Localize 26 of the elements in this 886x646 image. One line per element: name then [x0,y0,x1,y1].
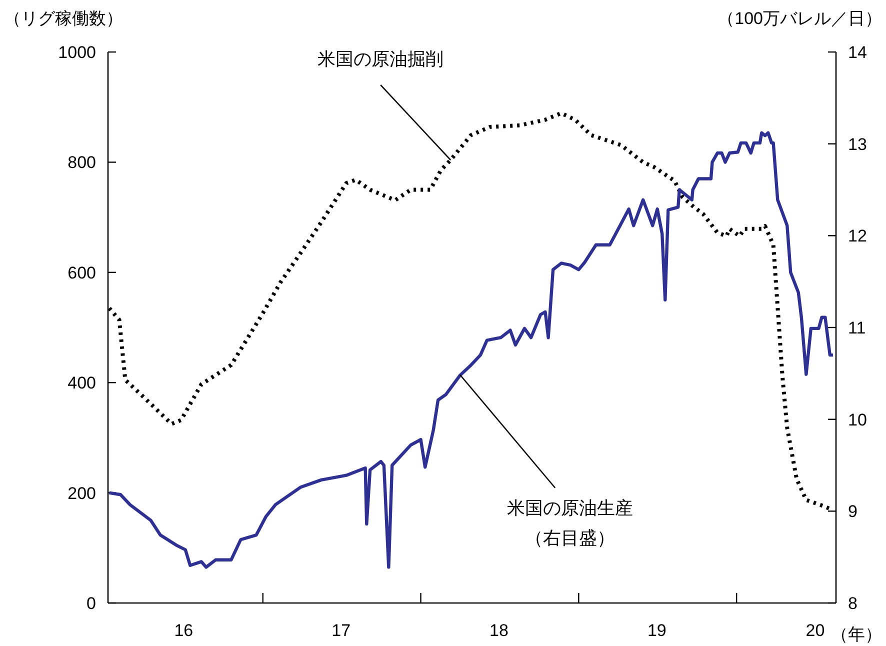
y2-tick-label: 14 [848,43,867,62]
y-tick-label: 200 [68,484,96,503]
y2-tick-label: 12 [848,226,867,246]
x-tick-label: 17 [332,621,351,640]
y2-axis-title: （100万バレル／日） [718,9,882,28]
x-tick-label: 16 [174,621,194,640]
y2-tick-label: 13 [848,134,867,154]
annotation: 米国の原油掘削 [318,49,452,160]
x-tick-label: 20 [806,621,825,640]
x-tick-label: 19 [647,621,666,640]
y-tick-label: 1000 [58,43,96,62]
x-axis-title: （年） [831,625,882,644]
annotation: 米国の原油掘削 [318,48,444,69]
annotation: 米国の原油生産 [460,374,634,518]
y2-tick-label: 10 [848,410,867,430]
x-tick-label: 18 [490,621,508,640]
y-tick-label: 0 [86,594,96,613]
y-tick-label: 600 [68,263,96,282]
y2-tick-label: 9 [848,502,858,522]
annotation: （右目盛） [525,528,616,548]
y-tick-label: 800 [68,153,96,172]
y-tick-label: 400 [68,374,96,393]
y-axis-title: （リグ稼働数） [4,9,123,28]
annotation: 米国の原油生産 [507,498,634,518]
y2-tick-label: 8 [848,594,858,613]
y2-tick-label: 11 [848,318,866,338]
